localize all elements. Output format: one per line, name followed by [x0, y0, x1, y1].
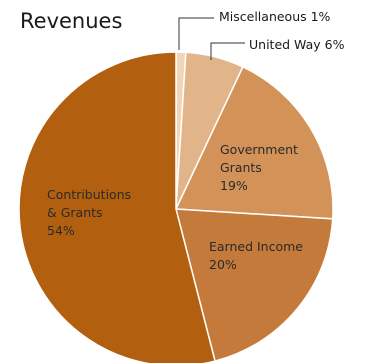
slice-label-government-grants: Government Grants 19% [220, 142, 298, 193]
pie-slice-government-grants [174, 65, 334, 220]
leader-line-miscellaneous [178, 17, 214, 50]
leader-line-united-way [210, 42, 245, 60]
slice-label-earned-income: Earned Income 20% [209, 239, 303, 272]
slice-label-line: Government [220, 142, 298, 157]
slice-label-united-way: United Way 6% [249, 37, 345, 52]
pie-slice-contributions-and-grants [18, 51, 216, 363]
slice-label-contributions-and-grants: Contributions & Grants 54% [47, 187, 131, 238]
slice-label-line: 54% [47, 223, 75, 238]
slice-label-line: 20% [209, 257, 237, 272]
slice-label-line: Contributions [47, 187, 131, 202]
slice-label-line: & Grants [47, 205, 103, 220]
slice-label-line: 19% [220, 178, 248, 193]
slice-label-miscellaneous: Miscellaneous 1% [219, 9, 331, 24]
pie-slice-earned-income [175, 208, 334, 362]
slice-label-line: Earned Income [209, 239, 303, 254]
chart-title: Revenues [20, 9, 122, 33]
slice-label-line: Grants [220, 160, 262, 175]
